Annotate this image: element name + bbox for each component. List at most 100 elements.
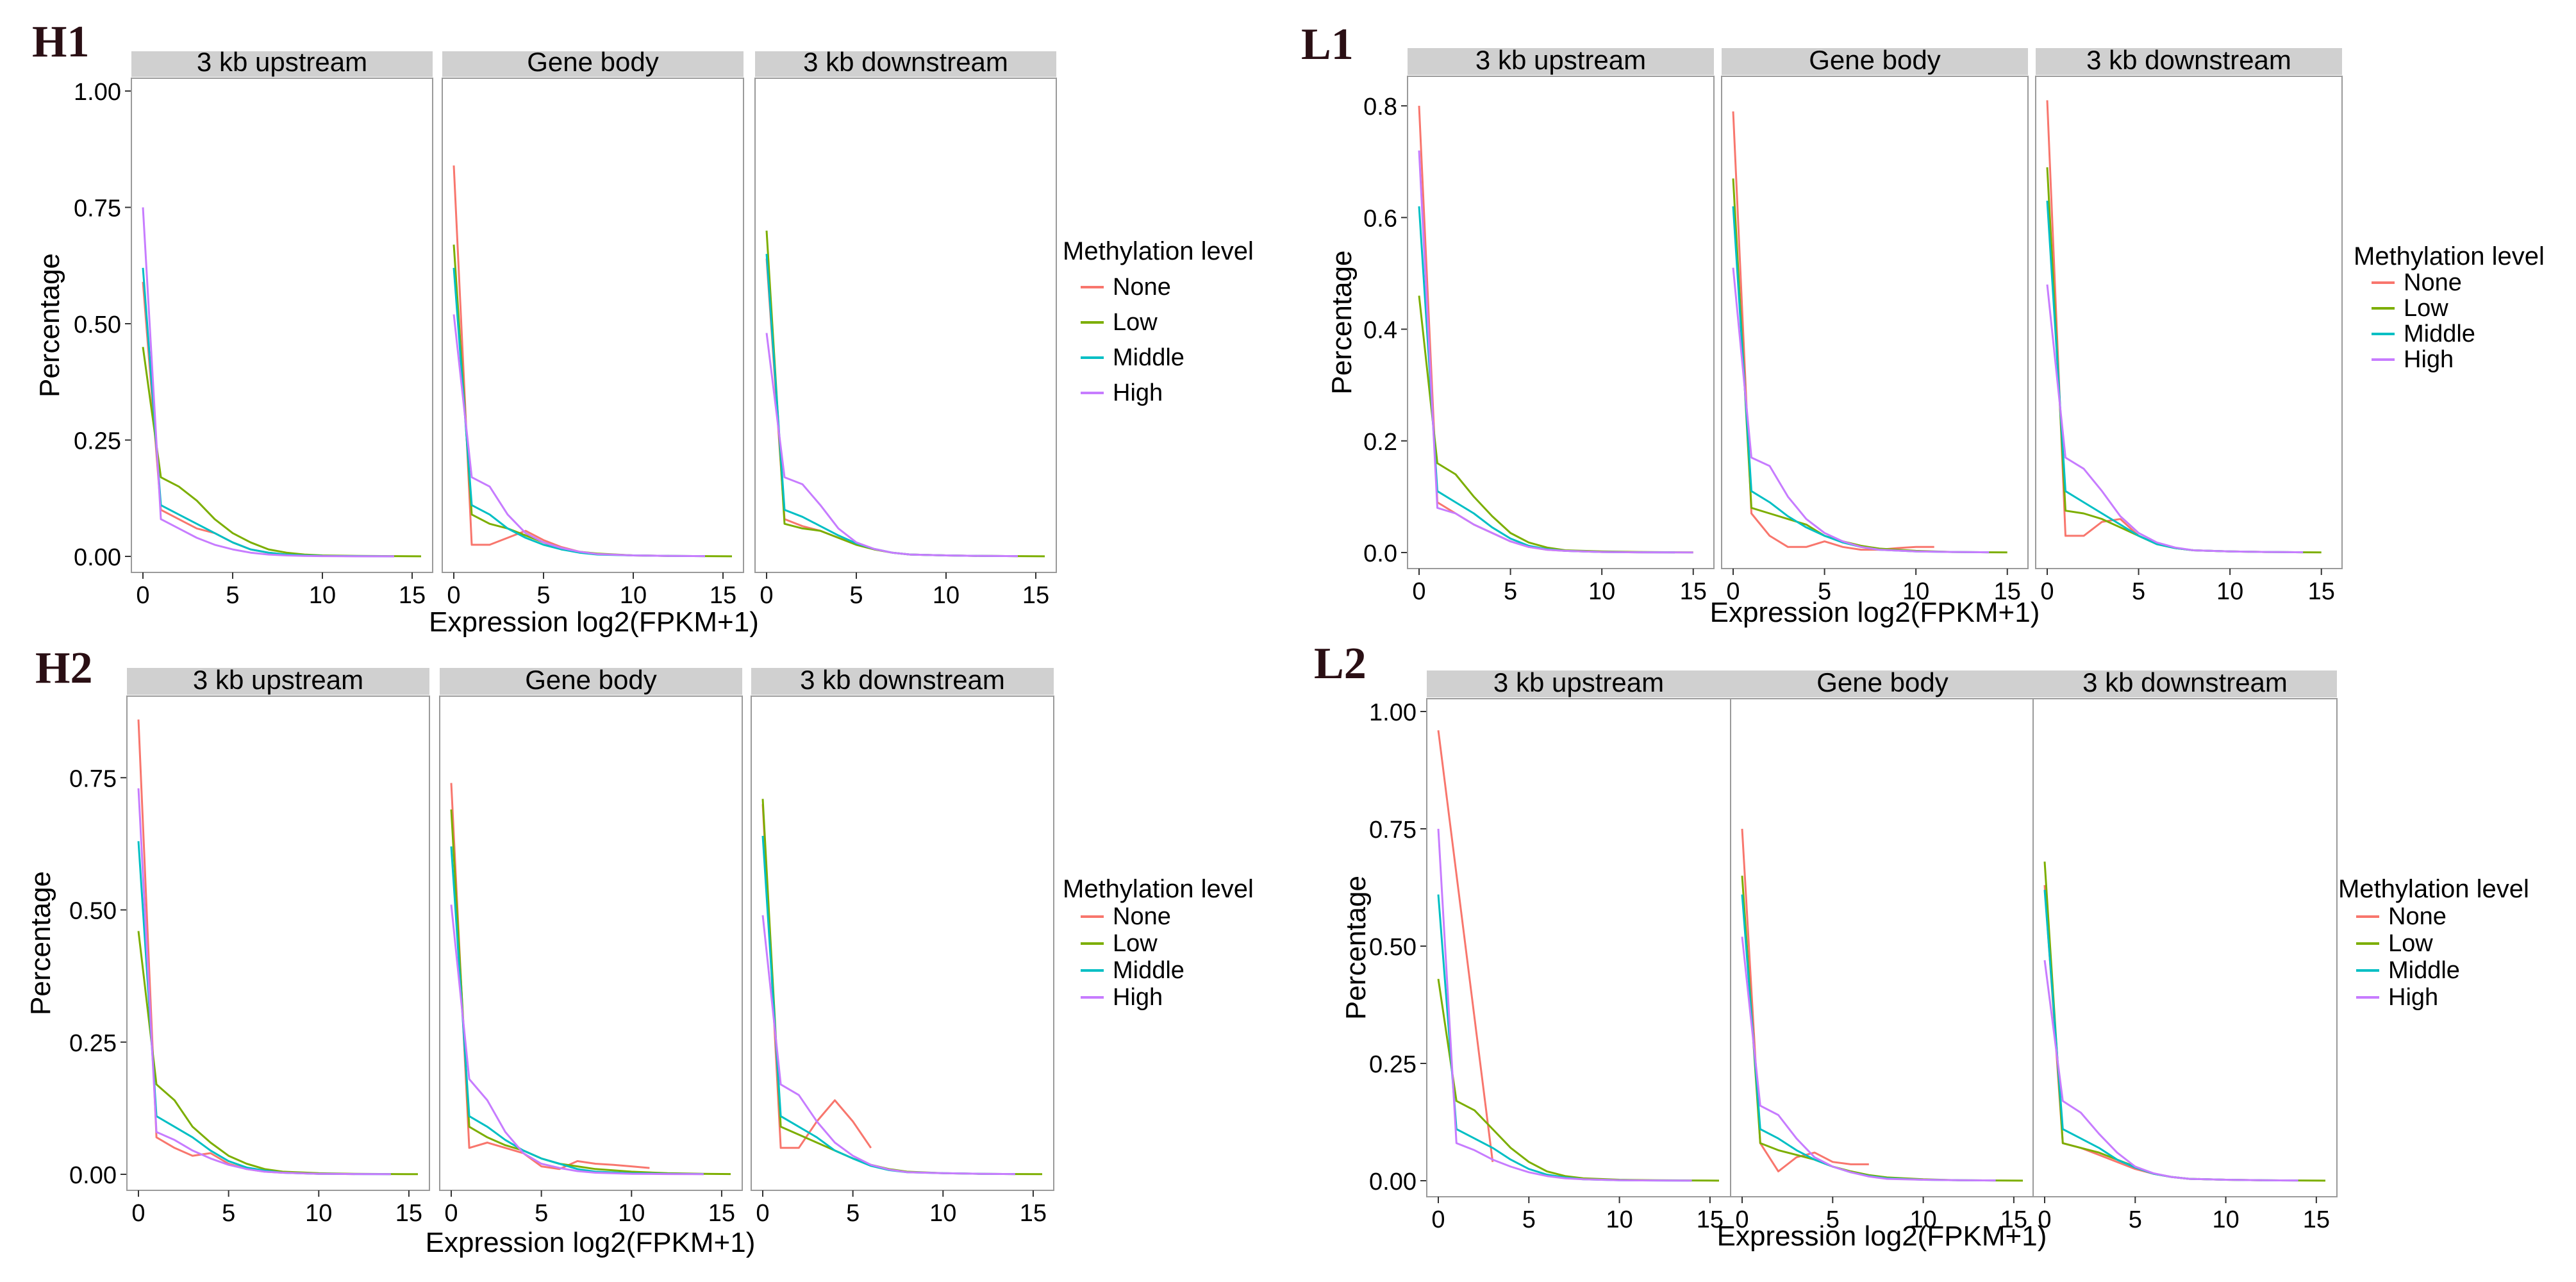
x-tick-label: 0: [131, 1200, 145, 1227]
y-tick-label: 0.50: [74, 312, 121, 338]
facet-title: 3 kb upstream: [193, 665, 363, 695]
x-tick-label: 15: [1680, 578, 1707, 605]
facet-panel: [439, 695, 743, 1191]
facet-panel: [2032, 698, 2338, 1197]
series-line-high: [1418, 150, 1693, 554]
facet-strip: [1427, 670, 1731, 697]
x-tick-label: 10: [929, 1200, 956, 1227]
series-line-none: [450, 783, 650, 1170]
facet-0: 3 kb upstream 0 5 10 15: [1426, 667, 1731, 1233]
x-tick-label: 15: [399, 582, 426, 609]
facet-1: Gene body 0 5 10 15: [1721, 45, 2029, 605]
x-tick-label: 15: [2000, 1206, 2027, 1233]
facet-strip: [1731, 670, 2034, 697]
facet-strip: [442, 51, 744, 77]
x-tick-label: 0: [760, 582, 773, 609]
x-tick-label: 0: [2038, 1206, 2051, 1233]
x-tick-label: 10: [1606, 1206, 1633, 1233]
y-axis-title: Percentage: [1340, 876, 1372, 1020]
y-tick-label: 0.25: [1369, 1051, 1417, 1078]
x-tick-label: 5: [536, 582, 550, 609]
x-tick-label: 5: [849, 582, 863, 609]
x-tick-label: 15: [1020, 1200, 1047, 1227]
facet-strip: [1408, 48, 1714, 75]
facet-strip: [1722, 48, 2028, 75]
facet-title: 3 kb upstream: [1493, 667, 1664, 697]
x-tick-label: 5: [226, 582, 239, 609]
x-tick-label: 15: [1697, 1206, 1724, 1233]
legend-item-high: High: [1113, 379, 1163, 406]
x-tick-label: 5: [222, 1200, 235, 1227]
series-line-none: [1437, 730, 1494, 1162]
x-tick-label: 10: [1588, 578, 1615, 605]
facet-panel: [126, 695, 430, 1191]
x-tick-label: 0: [1431, 1206, 1445, 1233]
series-line-high: [2046, 284, 2304, 554]
x-axis-title: Expression log2(FPKM+1): [429, 606, 759, 638]
series-line-high: [450, 904, 704, 1176]
x-tick-label: 5: [1818, 578, 1831, 605]
y-tick-label: 0.00: [1369, 1169, 1417, 1195]
legend-title: Methylation level: [2338, 875, 2529, 903]
facet-strip: [2033, 670, 2337, 697]
x-tick-label: 5: [2129, 1206, 2142, 1233]
y-tick-label: 1.00: [1369, 699, 1417, 726]
x-tick-label: 15: [708, 1200, 735, 1227]
facet-panel: [131, 78, 433, 573]
x-tick-label: 5: [1826, 1206, 1840, 1233]
series-line-high: [761, 915, 1015, 1176]
y-tick-label: 0.8: [1363, 94, 1397, 121]
series-line-high: [453, 314, 706, 558]
legend-item-none: None: [1113, 903, 1171, 930]
y-tick-label: 0.25: [69, 1030, 117, 1057]
x-tick-label: 10: [618, 1200, 645, 1227]
x-tick-label: 10: [2216, 578, 2243, 605]
facet-0: 3 kb upstream 0 5 10 15: [126, 665, 430, 1227]
chart-block-l2: L2 Percentage 0.00 0.25 0.50 0.75 1.00 3 kb ups…: [1314, 639, 2529, 1252]
legend-item-none: None: [2404, 269, 2462, 296]
series-line-high: [1741, 937, 1996, 1182]
y-axis-title: Percentage: [25, 871, 56, 1015]
x-tick-label: 5: [1522, 1206, 1536, 1233]
facet-title: 3 kb downstream: [2082, 667, 2288, 697]
x-tick-label: 10: [933, 582, 960, 609]
panel-label: H2: [35, 644, 92, 693]
facet-title: 3 kb upstream: [197, 47, 367, 77]
legend-item-low: Low: [2388, 930, 2433, 957]
y-tick-label: 0.25: [74, 428, 121, 455]
legend-title: Methylation level: [2354, 242, 2545, 271]
y-tick-label: 0.2: [1363, 429, 1397, 456]
panel-label: L1: [1301, 20, 1354, 69]
facet-title: 3 kb downstream: [800, 665, 1005, 695]
x-tick-label: 5: [535, 1200, 548, 1227]
legend-item-high: High: [2388, 984, 2438, 1011]
x-tick-label: 10: [309, 582, 336, 609]
facet-2: 3 kb downstream 0 5 10 15: [2032, 667, 2338, 1233]
facet-strip: [127, 668, 429, 695]
x-axis-title: Expression log2(FPKM+1): [1717, 1220, 2047, 1252]
y-axis-title: Percentage: [34, 253, 65, 397]
x-tick-label: 5: [1504, 578, 1517, 605]
facet-title: Gene body: [525, 665, 657, 695]
legend-item-middle: Middle: [2404, 320, 2475, 347]
chart-block-h2: H2 Percentage 0.00 0.25 0.50 0.75 3 kb upstrea…: [25, 644, 1254, 1258]
facet-panel: [754, 78, 1057, 573]
y-axis-title: Percentage: [1326, 250, 1358, 394]
x-tick-label: 15: [2308, 578, 2335, 605]
facet-2: 3 kb downstream 0 5 10 15: [751, 665, 1054, 1227]
x-tick-label: 5: [846, 1200, 860, 1227]
facet-0: 3 kb upstream 0 5 10 15: [131, 47, 433, 609]
legend-item-middle: Middle: [1113, 957, 1184, 984]
x-tick-label: 0: [444, 1200, 458, 1227]
facet-2: 3 kb downstream 0 5 10 15: [2035, 45, 2343, 605]
chart-block-h1: H1 Percentage 0.00 0.25 0.50 0.75 1.00 3 kb ups…: [32, 17, 1254, 638]
facet-title: 3 kb downstream: [2086, 45, 2291, 75]
y-tick-label: 0.50: [69, 898, 117, 925]
facet-strip: [131, 51, 433, 77]
series-line-high: [2043, 960, 2298, 1182]
facet-panel: [2035, 76, 2343, 569]
facet-1: Gene body 0 5 10 15: [439, 665, 743, 1227]
